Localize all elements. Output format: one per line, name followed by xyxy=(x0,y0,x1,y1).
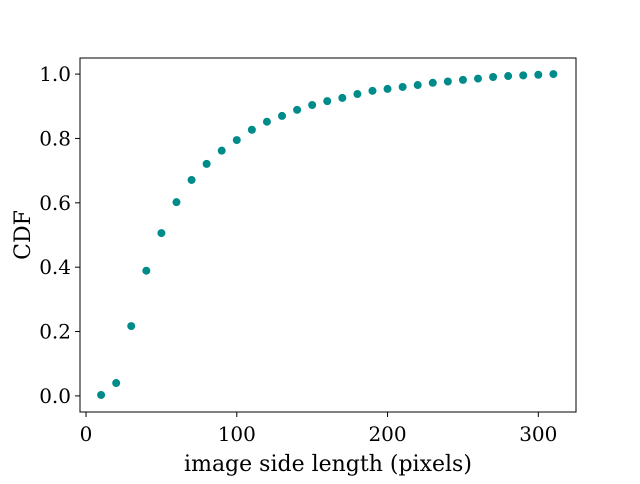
x-tick-label: 0 xyxy=(80,422,93,446)
y-tick-label: 0.8 xyxy=(39,126,71,150)
data-point xyxy=(127,322,136,331)
data-point xyxy=(338,93,347,102)
data-point xyxy=(97,390,106,399)
y-tick-label: 1.0 xyxy=(39,62,71,86)
data-point xyxy=(217,146,226,155)
data-point xyxy=(157,229,166,238)
plot-area-frame xyxy=(79,57,577,413)
data-point xyxy=(458,75,467,84)
data-point xyxy=(549,70,558,79)
y-axis-label: CDF xyxy=(11,210,36,260)
data-point xyxy=(489,72,498,81)
data-point xyxy=(398,82,407,91)
x-tick-label: 100 xyxy=(218,422,256,446)
data-point xyxy=(519,71,528,80)
data-point xyxy=(262,117,271,126)
x-axis-label: image side length (pixels) xyxy=(184,452,472,477)
data-point xyxy=(413,81,422,90)
data-point xyxy=(428,78,437,87)
data-point xyxy=(443,77,452,86)
x-tick-label: 300 xyxy=(519,422,557,446)
y-tick-label: 0.0 xyxy=(39,384,71,408)
y-tick-label: 0.4 xyxy=(39,255,71,279)
data-point xyxy=(504,72,513,81)
data-point xyxy=(112,379,121,388)
data-point xyxy=(172,198,181,207)
data-point xyxy=(142,266,151,275)
data-point xyxy=(353,90,362,99)
y-axis-ticks: 0.0 0.2 0.4 0.6 0.8 1.0 xyxy=(39,62,80,408)
y-tick-label: 0.6 xyxy=(39,191,71,215)
data-point xyxy=(308,100,317,109)
data-point xyxy=(202,159,211,168)
data-point xyxy=(368,86,377,95)
data-point xyxy=(247,125,256,134)
data-point xyxy=(187,175,196,184)
data-point xyxy=(383,84,392,93)
x-axis-ticks: 0 100 200 300 xyxy=(80,412,557,446)
data-points xyxy=(97,70,558,399)
x-tick-label: 200 xyxy=(368,422,406,446)
data-point xyxy=(474,74,483,83)
data-point xyxy=(278,111,287,120)
data-point xyxy=(293,105,302,114)
data-point xyxy=(323,97,332,106)
data-point xyxy=(534,70,543,79)
y-tick-label: 0.2 xyxy=(39,320,71,344)
data-point xyxy=(232,136,241,145)
